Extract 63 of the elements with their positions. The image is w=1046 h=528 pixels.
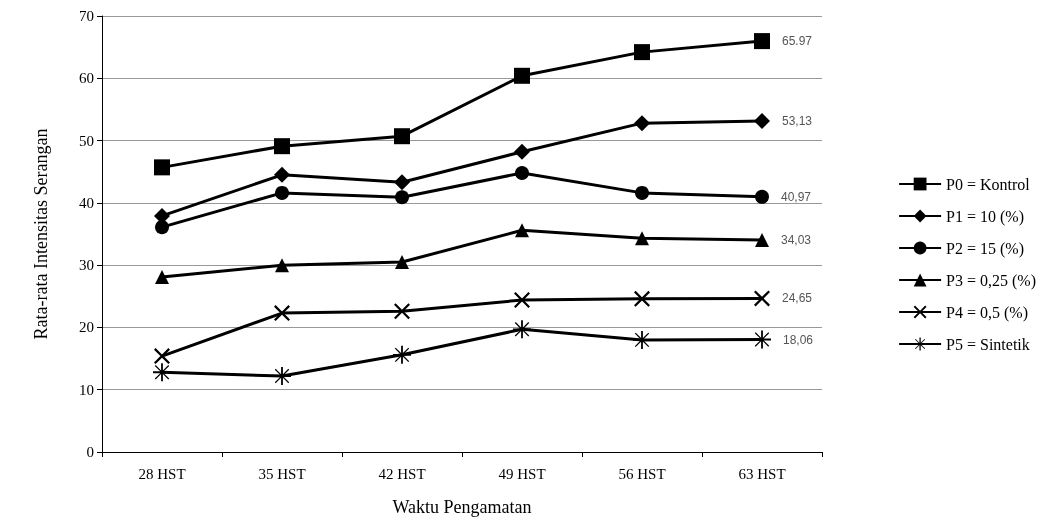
data-label: 65.97 (782, 34, 813, 49)
point (275, 258, 289, 273)
point (395, 190, 409, 205)
point (154, 348, 170, 365)
legend-label: P2 = 15 (%) (946, 239, 1024, 258)
y-tick-label: 60 (79, 70, 94, 87)
point (154, 159, 170, 176)
y-tick-label: 20 (79, 319, 94, 336)
x-tick-label: 63 HST (738, 465, 786, 482)
y-tick-label: 70 (79, 8, 94, 24)
point (395, 255, 409, 270)
y-tick-label: 30 (79, 257, 94, 274)
legend-label: P5 = Sintetik (946, 335, 1030, 353)
point (514, 292, 530, 309)
point (755, 189, 769, 204)
data-label: 24,65 (782, 291, 813, 306)
point (394, 174, 410, 191)
point (754, 113, 770, 130)
point (635, 231, 649, 246)
point (394, 128, 410, 145)
legend-label: P0 = Kontrol (946, 175, 1031, 193)
point (515, 165, 529, 180)
point (273, 367, 291, 386)
point (755, 233, 769, 248)
point (634, 115, 650, 132)
point (275, 185, 289, 200)
legend-label: P4 = 0,5 (%) (946, 303, 1028, 322)
data-label: 18,06 (783, 332, 814, 347)
point (514, 143, 530, 160)
data-label: 53,13 (782, 114, 813, 129)
y-axis-title: Rata-rata Intensitas Serangan (31, 128, 51, 340)
y-tick-label: 10 (79, 381, 94, 398)
x-tick-label: 56 HST (618, 465, 666, 482)
point (274, 166, 290, 183)
point (753, 330, 771, 349)
data-label: 40,97 (781, 189, 812, 204)
point (754, 33, 770, 50)
point (633, 330, 651, 349)
x-axis-title: Waktu Pengamatan (392, 497, 532, 517)
point (634, 290, 650, 307)
point (634, 44, 650, 61)
point (155, 269, 169, 284)
point (153, 363, 171, 382)
x-tick-label: 42 HST (378, 465, 426, 482)
point (635, 185, 649, 200)
data-label: 34,03 (781, 233, 812, 248)
point (274, 305, 290, 322)
legend-label: P1 = 10 (%) (946, 207, 1024, 226)
x-tick-label: 35 HST (258, 465, 306, 482)
x-tick-label: 49 HST (498, 465, 546, 482)
point (515, 223, 529, 238)
point (394, 303, 410, 320)
x-tick-label: 28 HST (138, 465, 186, 482)
point (155, 220, 169, 235)
point (754, 290, 770, 307)
legend-label: P3 = 0,25 (%) (946, 271, 1036, 290)
point (393, 345, 411, 364)
point (274, 138, 290, 155)
y-tick-label: 50 (79, 132, 94, 149)
y-tick-label: 40 (79, 194, 94, 211)
point (514, 67, 530, 84)
point (513, 320, 531, 339)
y-tick-label: 0 (86, 444, 94, 460)
